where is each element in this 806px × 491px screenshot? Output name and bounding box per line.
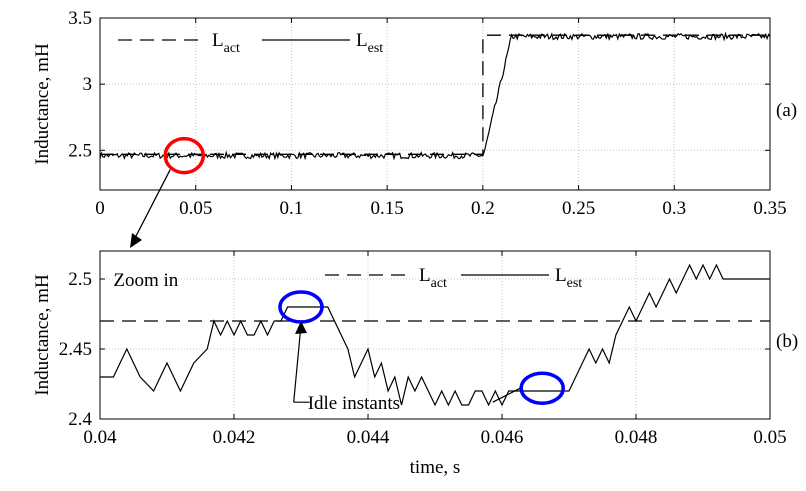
zoom-connector: [130, 169, 171, 248]
annotation-text: Idle instants: [308, 393, 400, 414]
x-tick-label: 0.1: [280, 198, 304, 219]
idle-pointer-line: [492, 387, 521, 403]
legend: Lact Lest: [118, 30, 383, 56]
plot-frame: [99, 250, 771, 420]
zoom-connector-arrow-head: [130, 233, 142, 248]
y-tick-label: 2.5: [68, 269, 92, 290]
legend-label-main: L: [419, 265, 431, 286]
series-l-est-line: [99, 31, 771, 161]
x-tick-label: 0.25: [562, 198, 595, 219]
legend-label: Lact: [419, 265, 447, 291]
zoom-connector-line: [133, 169, 171, 241]
y-axis-label: Inductance, mH: [32, 43, 53, 165]
x-tick-label: 0.35: [753, 198, 786, 219]
legend-label: Lest: [555, 265, 582, 291]
idle-pointer-arrow: [293, 324, 302, 403]
y-tick-label: 2.5: [68, 140, 92, 161]
arrow-head: [295, 321, 307, 334]
idle-instant-marker: [519, 371, 565, 405]
x-tick-label: 0.15: [371, 198, 404, 219]
x-tick-label: 0.048: [615, 427, 658, 448]
legend-label-sub: act: [224, 41, 240, 56]
legend-label-main: L: [212, 30, 224, 51]
x-tick-label: 0: [95, 198, 105, 219]
y-tick-label: 2.4: [68, 409, 92, 430]
x-axis-label: time, s: [410, 457, 461, 478]
x-tick-label: 0.3: [662, 198, 686, 219]
legend-label-main: L: [555, 265, 567, 286]
legend-label-sub: act: [431, 276, 447, 291]
y-tick-label: 3: [83, 74, 93, 95]
panel-label: (a): [776, 100, 797, 121]
y-tick-label: 3.5: [68, 8, 92, 29]
legend-label-sub: est: [567, 276, 583, 291]
x-tick-label: 0.2: [471, 198, 495, 219]
legend-label: Lact: [212, 30, 240, 56]
panel-label: (b): [776, 331, 798, 352]
x-tick-label: 0.044: [347, 427, 390, 448]
panel-a: 0 0.05 0.1 0.15 0.2 0.25 0.3 0.35 2.5 3 3.5 Inducta…: [32, 8, 797, 219]
y-tick-label: 2.45: [59, 339, 92, 360]
x-tick-label: 0.042: [213, 427, 256, 448]
x-tick-label: 0.046: [481, 427, 524, 448]
x-tick-label: 0.05: [753, 427, 786, 448]
legend: Lact Lest: [325, 265, 582, 291]
y-axis-label: Inductance, mH: [32, 274, 53, 396]
zoom-region-marker: [163, 136, 205, 175]
series-l-act-line: [100, 34, 770, 155]
panel-b: 0.04 0.042 0.044 0.046 0.048 0.05 2.4 2.45 2.5 In…: [32, 250, 798, 478]
legend-label-main: L: [356, 30, 368, 51]
x-tick-label: 0.05: [179, 198, 212, 219]
x-tick-label: 0.04: [83, 427, 117, 448]
annotation-text: Zoom in: [113, 270, 178, 291]
legend-label-sub: est: [368, 41, 384, 56]
plot-frame: [99, 17, 771, 191]
series-l-est-line: [100, 263, 770, 407]
legend-label: Lest: [356, 30, 383, 56]
